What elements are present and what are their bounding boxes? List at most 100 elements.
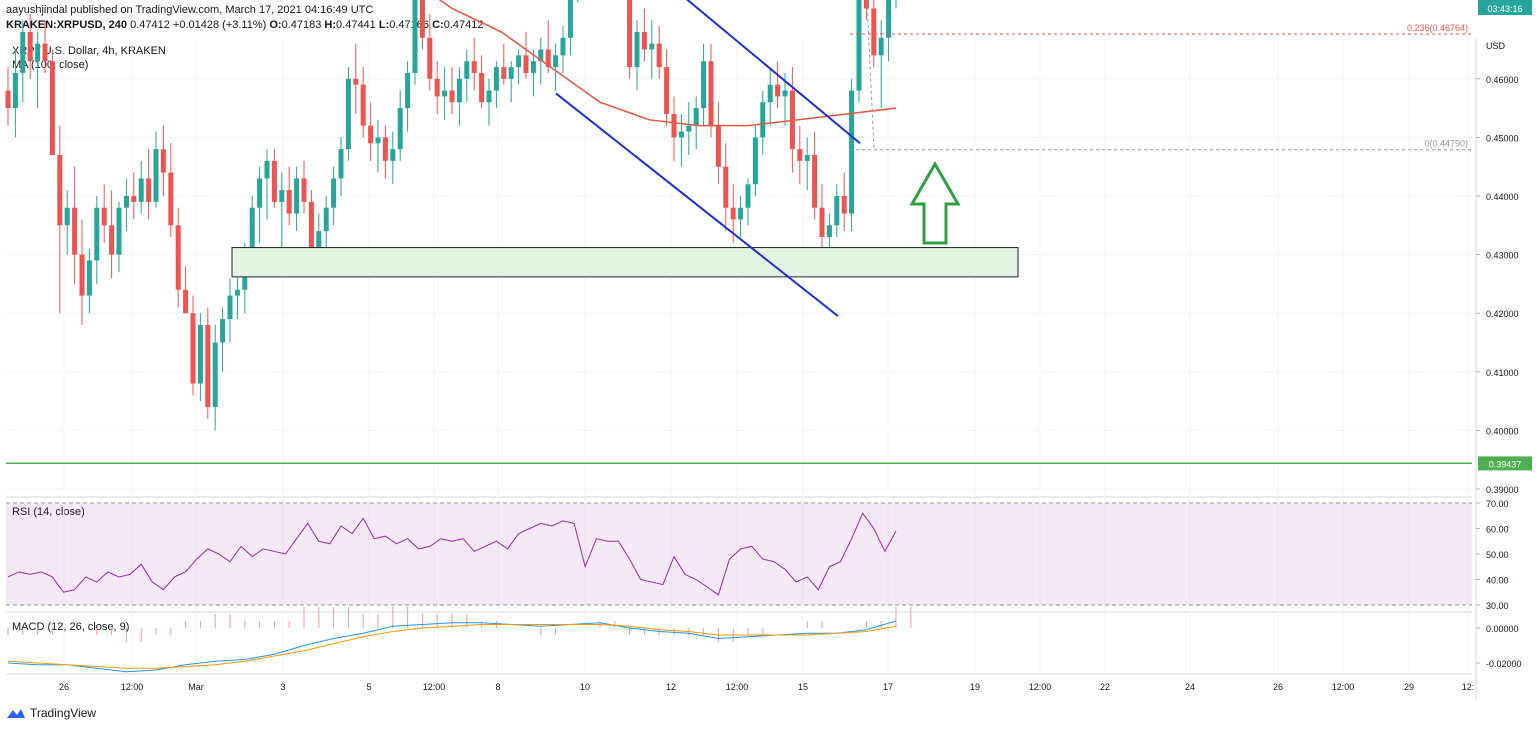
price-tick-label: 0.42000 bbox=[1486, 309, 1519, 319]
last-price-value: 0.47412 bbox=[130, 19, 170, 31]
candle-body bbox=[249, 207, 255, 255]
candle-body bbox=[545, 49, 551, 68]
rsi-tick-label: 70.00 bbox=[1486, 499, 1509, 509]
candle-body bbox=[693, 108, 699, 126]
time-tick-label: 26 bbox=[1273, 682, 1283, 692]
time-tick-label: 15 bbox=[798, 682, 808, 692]
symbol-ohlc-line: KRAKEN:XRPUSD, 240 0.47412 +0.01428 (+3.… bbox=[6, 19, 484, 31]
candle-body bbox=[471, 61, 477, 73]
candle-body bbox=[501, 67, 507, 79]
macd-legend: MACD (12, 26, close, 9) bbox=[12, 621, 130, 633]
publisher-line: aayushjindal published on TradingView.co… bbox=[6, 4, 374, 16]
macd-pane: 0.00000 -0.02000 bbox=[7, 607, 1522, 673]
low-value: 0.47166 bbox=[389, 19, 430, 31]
candle-body bbox=[116, 207, 122, 255]
candle-body bbox=[782, 90, 788, 97]
candle-body bbox=[138, 178, 144, 202]
candle-body bbox=[723, 166, 729, 208]
rsi-tick-label: 30.00 bbox=[1486, 601, 1509, 611]
currency-label: USD bbox=[1486, 41, 1506, 51]
candle-body bbox=[493, 67, 499, 91]
candle-body bbox=[286, 190, 292, 214]
candle-body bbox=[752, 137, 758, 185]
candle-body bbox=[775, 84, 781, 97]
candle-body bbox=[294, 178, 300, 214]
candle-body bbox=[123, 196, 129, 208]
candle-body bbox=[109, 225, 115, 255]
candle-body bbox=[419, 0, 425, 38]
rsi-line bbox=[7, 512, 897, 596]
candle-body bbox=[745, 184, 751, 208]
price-tick-label: 0.46000 bbox=[1486, 75, 1519, 85]
candle-body bbox=[886, 0, 892, 38]
candle-body bbox=[160, 149, 166, 173]
candle-body bbox=[316, 231, 322, 249]
candle-body bbox=[57, 154, 63, 226]
candle-body bbox=[64, 207, 70, 226]
candle-body bbox=[701, 61, 707, 109]
candle-body bbox=[664, 67, 670, 114]
candle-body bbox=[486, 90, 492, 103]
candle-body bbox=[878, 37, 884, 56]
candle-body bbox=[220, 319, 226, 343]
price-label-text: 0.47412 bbox=[1489, 0, 1522, 2]
candle-body bbox=[819, 207, 825, 238]
time-tick-label: 3 bbox=[280, 682, 285, 692]
candle-body bbox=[94, 207, 100, 261]
time-tick-label: 29 bbox=[1404, 682, 1414, 692]
candle-body bbox=[257, 178, 263, 208]
time-tick-label: 26 bbox=[59, 682, 69, 692]
macd-tick-label: 0.00000 bbox=[1486, 624, 1519, 634]
time-tick-label: 24 bbox=[1185, 682, 1195, 692]
candle-body bbox=[146, 178, 152, 202]
time-tick-label: Mar bbox=[188, 682, 204, 692]
time-tick-label: 22 bbox=[1100, 682, 1110, 692]
candles-group bbox=[5, 0, 897, 431]
candle-body bbox=[264, 160, 270, 179]
candle-body bbox=[308, 201, 314, 249]
candle-body bbox=[212, 342, 218, 407]
candle-body bbox=[234, 289, 240, 296]
candle-body bbox=[523, 55, 529, 73]
candle-body bbox=[405, 72, 411, 109]
candle-body bbox=[464, 61, 470, 79]
candle-body bbox=[360, 84, 366, 126]
support-zone bbox=[231, 247, 1019, 278]
candle-body bbox=[35, 43, 41, 62]
candle-body bbox=[131, 196, 137, 202]
ma100-line bbox=[438, 0, 897, 127]
time-tick-label: 12:00 bbox=[1332, 682, 1355, 692]
time-tick-label: 12:00 bbox=[423, 682, 446, 692]
price-tick-label: 0.43000 bbox=[1486, 251, 1519, 261]
price-label-text: 03:43:16 bbox=[1487, 4, 1522, 14]
candle-body bbox=[49, 61, 55, 155]
overlays-group: 1(0.53155)0.764(0.51181)0.618(0.49960)0.… bbox=[6, 0, 1472, 464]
candle-body bbox=[826, 225, 832, 238]
candle-body bbox=[227, 295, 233, 320]
candle-body bbox=[205, 324, 211, 407]
time-tick-label: 12:00 bbox=[1029, 682, 1052, 692]
rsi-tick-label: 40.00 bbox=[1486, 576, 1509, 586]
candle-body bbox=[560, 37, 566, 56]
candle-body bbox=[86, 260, 92, 296]
time-tick-label: 12: bbox=[1462, 682, 1475, 692]
tradingview-logo[interactable]: TradingView bbox=[6, 706, 96, 720]
candle-body bbox=[449, 90, 455, 103]
up-arrow bbox=[909, 160, 961, 245]
candle-body bbox=[760, 102, 766, 138]
candle-body bbox=[271, 160, 277, 202]
candle-body bbox=[345, 78, 351, 150]
signal-line bbox=[7, 624, 897, 669]
time-axis: 26 12:00 Mar 3 5 12:00 8 10 12 12:00 15 17 19 12:00 22… bbox=[59, 682, 1474, 692]
candle-body bbox=[812, 154, 818, 208]
candle-body bbox=[279, 190, 285, 202]
rsi-tick-label: 60.00 bbox=[1486, 525, 1509, 535]
candle-body bbox=[353, 78, 359, 85]
candle-body bbox=[153, 149, 159, 202]
channel-upper bbox=[686, 0, 861, 145]
candle-body bbox=[508, 67, 514, 79]
open-value: 0.47183 bbox=[281, 19, 322, 31]
candle-body bbox=[190, 313, 196, 384]
candle-body bbox=[5, 90, 11, 109]
